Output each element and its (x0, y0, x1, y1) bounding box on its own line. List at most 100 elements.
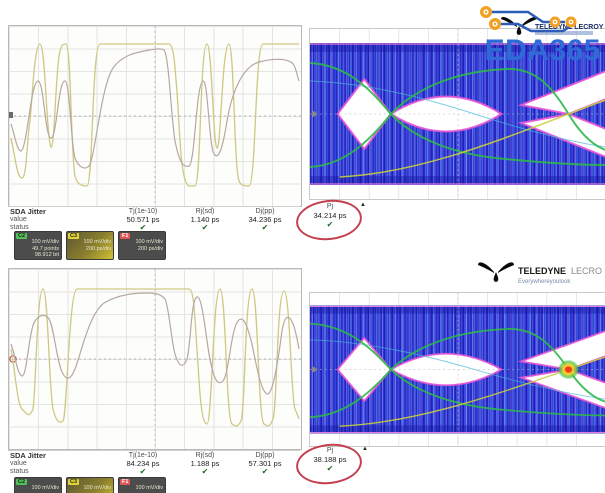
measure-label: Pj (326, 203, 334, 210)
circled-measurement-top: Pj 34.214 ps ✔ (294, 196, 364, 244)
value-row-label: value (10, 216, 27, 223)
descriptor-box-c2[interactable]: C2 100 mV/div (14, 477, 62, 493)
channel-tab: C3 (68, 479, 80, 485)
measure-label: Pj (326, 447, 334, 454)
channel-tab: F1 (120, 479, 131, 485)
yellow-trace (10, 43, 299, 187)
status-check-icon: ✔ (326, 220, 334, 229)
descriptor-line: 200 ps/div (137, 245, 163, 252)
status-check-icon: ✔ (261, 467, 269, 476)
waveform-plot-top (8, 25, 302, 207)
descriptor-line: 100 mV/div (135, 485, 163, 491)
measure-label: Dj(pp) (255, 452, 275, 459)
measure-label: Tj(1e-10) (128, 452, 158, 459)
descriptor-line: 49.7 points (32, 245, 59, 252)
measure-col-dj[interactable]: Dj(pp) 34.236 ps ✔ (233, 208, 297, 232)
eda365-logo-graphic: TELEDYNE LECROY EDA365 (480, 6, 604, 67)
measure-value: 84.234 ps (126, 459, 160, 468)
eda365-watermark: TELEDYNE LECROY EDA365 (413, 0, 605, 67)
left-axis-marker (311, 110, 318, 118)
measure-group: SDA Jitter value status (10, 452, 100, 476)
trigger-marker-icon: ▲ (360, 202, 366, 208)
eye-diagram-svg-top (310, 29, 605, 199)
status-check-icon: ✔ (139, 467, 147, 476)
measure-col-rj[interactable]: Rj(sd) 1.140 ps ✔ (173, 208, 237, 232)
measure-label: Dj(pp) (255, 208, 275, 215)
teledyne-tagline-bar (535, 31, 593, 35)
measure-label: Tj(1e-10) (128, 208, 158, 215)
eye-diagram-svg-bottom (310, 293, 605, 446)
measure-value: 1.188 ps (190, 459, 220, 468)
channel-tab: C2 (16, 479, 28, 485)
descriptor-line: 100 mV/div (83, 485, 111, 491)
descriptor-line: 100 mV/div (83, 239, 111, 245)
measure-value: 38.188 ps (313, 455, 347, 464)
teledyne-propeller-icon (478, 262, 514, 282)
teledyne-tagline: Everywhereyoulook (518, 279, 571, 285)
measure-group: SDA Jitter value status (10, 208, 100, 232)
eye-hit-traces (310, 62, 605, 178)
measure-value: 34.236 ps (248, 215, 282, 224)
gray-trace (10, 292, 300, 395)
teledyne-name-bold: TELEDYNE (518, 266, 566, 276)
descriptor-line: 100 mV/div (31, 485, 59, 491)
measure-col-tj[interactable]: Tj(1e-10) 84.234 ps ✔ (111, 452, 175, 476)
teledyne-logo-graphic: TELEDYNE LECROY Everywhereyoulook (478, 262, 605, 285)
hotspot-core (565, 366, 572, 373)
circled-measurement-bottom: Pj 38.188 ps ✔ (294, 440, 364, 488)
eye-pattern (310, 29, 605, 199)
measure-value: 50.571 ps (126, 215, 160, 224)
measure-group-label: SDA Jitter (10, 207, 46, 216)
eye-crosshair (310, 29, 605, 199)
status-row-label: status (10, 468, 29, 475)
descriptor-line: 100 mV/div (135, 239, 163, 245)
jitter-table-bottom: SDA Jitter value status Tj(1e-10) 84.234… (8, 450, 300, 477)
waveform-traces-top (9, 26, 301, 206)
pcb-via-dots (480, 6, 577, 30)
eda365-text: EDA365 (485, 34, 601, 66)
status-check-icon: ✔ (139, 223, 147, 232)
descriptor-box-f1[interactable]: F1 100 mV/div (118, 477, 166, 493)
waveform-plot-bottom (8, 268, 302, 450)
measure-value: 1.140 ps (190, 215, 220, 224)
descriptor-box-f1[interactable]: F1 100 mV/div 200 ps/div (118, 231, 166, 260)
measure-group-label: SDA Jitter (10, 451, 46, 460)
descriptor-row-bottom: C2 100 mV/div C3 100 mV/div F1 100 mV/di… (14, 477, 166, 493)
measure-col-dj[interactable]: Dj(pp) 57.301 ps ✔ (233, 452, 297, 476)
descriptor-box-c3[interactable]: C3 100 mV/div (66, 477, 114, 493)
channel-tab: C3 (68, 233, 80, 239)
jitter-table-top: SDA Jitter value status Tj(1e-10) 50.571… (8, 206, 300, 233)
teledyne-name-light: LECROY (571, 266, 602, 276)
status-row-label: status (10, 224, 29, 231)
trigger-marker-icon: ▲ (362, 446, 368, 452)
status-check-icon: ✔ (261, 223, 269, 232)
descriptor-line: 200 ps/div (85, 245, 111, 252)
descriptor-line: 98.912 bit (34, 252, 59, 258)
status-check-icon: ✔ (201, 223, 209, 232)
descriptor-box-c2[interactable]: C2 100 mV/div 49.7 points 98.912 bit (14, 231, 62, 260)
waveform-traces-bottom (9, 269, 301, 449)
eye-diagram-bottom (309, 292, 605, 447)
ground-marker (9, 112, 13, 118)
descriptor-line: 100 mV/div (31, 239, 59, 245)
value-row-label: value (10, 460, 27, 467)
teledyne-propeller-icon (501, 17, 537, 35)
status-check-icon: ✔ (326, 464, 334, 473)
measure-value: 57.301 ps (248, 459, 282, 468)
descriptor-box-c3[interactable]: C3 100 mV/div 200 ps/div (66, 231, 114, 260)
measure-col-rj[interactable]: Rj(sd) 1.188 ps ✔ (173, 452, 237, 476)
measure-label: Rj(sd) (195, 208, 215, 215)
eye-diagram-top (309, 28, 605, 200)
gray-trace (10, 48, 300, 169)
descriptor-row-top: C2 100 mV/div 49.7 points 98.912 bit C3 … (14, 231, 166, 260)
descriptor-row-bottom-clip: C2 100 mV/div C3 100 mV/div F1 100 mV/di… (0, 476, 605, 493)
measure-col-tj[interactable]: Tj(1e-10) 50.571 ps ✔ (111, 208, 175, 232)
measure-value: 34.214 ps (313, 211, 347, 220)
channel-tab: C2 (16, 233, 28, 239)
measure-label: Rj(sd) (195, 452, 215, 459)
channel-tab: F1 (120, 233, 131, 239)
status-check-icon: ✔ (201, 467, 209, 476)
teledyne-lecroy-logo: TELEDYNE LECROY Everywhereyoulook (478, 259, 605, 291)
yellow-trace (10, 288, 300, 427)
